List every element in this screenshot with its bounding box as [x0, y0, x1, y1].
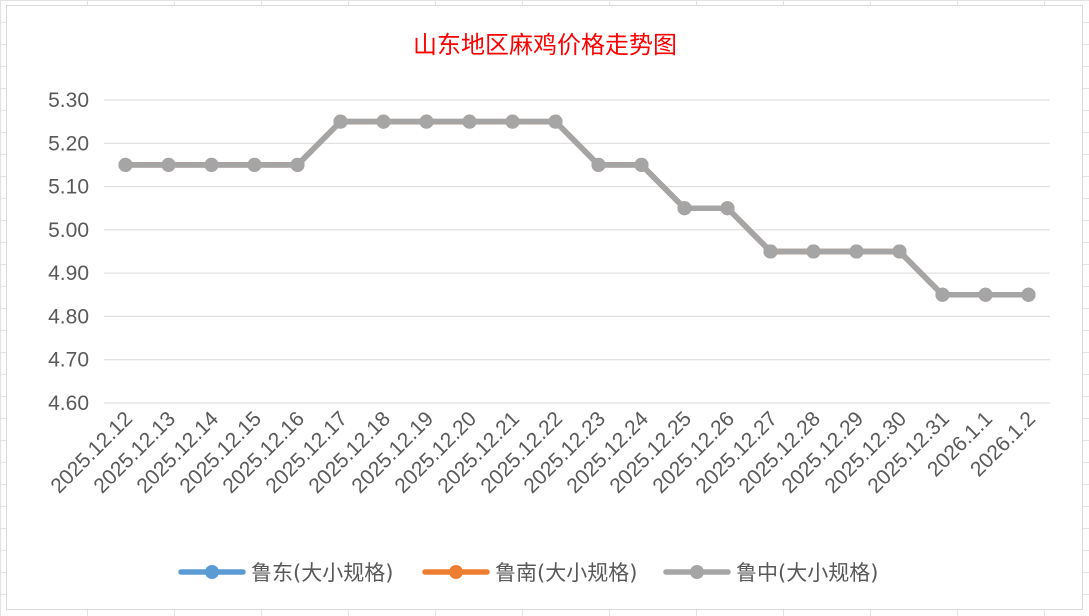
legend-label: 鲁东(大小规格) [251, 561, 393, 585]
y-tick-label: 5.30 [48, 89, 89, 112]
y-tick-label: 4.90 [48, 262, 89, 285]
data-point [634, 157, 649, 172]
data-point [806, 244, 821, 259]
y-axis-ticks: 4.60 4.70 4.80 4.90 5.00 5.10 5.20 5.30 [48, 89, 89, 415]
y-tick-label: 5.00 [48, 219, 89, 242]
chart-area[interactable] [6, 5, 1083, 610]
legend-marker [449, 565, 463, 579]
y-tick-label: 4.70 [48, 349, 89, 372]
data-point [720, 201, 735, 216]
data-point [978, 287, 993, 302]
data-point [1021, 287, 1036, 302]
chart-title: 山东地区麻鸡价格走势图 [413, 31, 677, 59]
data-point [849, 244, 864, 259]
series-2 [118, 114, 1036, 302]
series-line [125, 118, 1029, 298]
legend-label: 鲁中(大小规格) [736, 561, 878, 585]
y-tick-label: 5.10 [48, 176, 89, 199]
y-tick-label: 4.80 [48, 305, 89, 328]
data-point [591, 157, 606, 172]
y-tick-label: 4.60 [48, 392, 89, 415]
data-point [892, 244, 907, 259]
data-point [419, 114, 434, 129]
data-point [204, 157, 219, 172]
data-point [763, 244, 778, 259]
data-point [376, 114, 391, 129]
data-point [118, 157, 133, 172]
series-line [125, 118, 1029, 298]
data-point [290, 157, 305, 172]
x-axis-ticks: 2025.12.122025.12.132025.12.142025.12.15… [46, 407, 1040, 498]
series-line [125, 118, 1029, 298]
data-point [462, 114, 477, 129]
data-point [677, 201, 692, 216]
data-point [505, 114, 520, 129]
legend[interactable]: 鲁东(大小规格) 鲁南(大小规格) 鲁中(大小规格) [178, 561, 878, 585]
legend-marker [205, 565, 219, 579]
data-point [247, 157, 262, 172]
legend-label: 鲁南(大小规格) [495, 561, 637, 585]
data-point [548, 114, 563, 129]
data-point [935, 287, 950, 302]
legend-marker [690, 565, 704, 579]
y-tick-label: 5.20 [48, 132, 89, 155]
data-point [161, 157, 176, 172]
series-lines [118, 114, 1036, 302]
data-point [333, 114, 348, 129]
